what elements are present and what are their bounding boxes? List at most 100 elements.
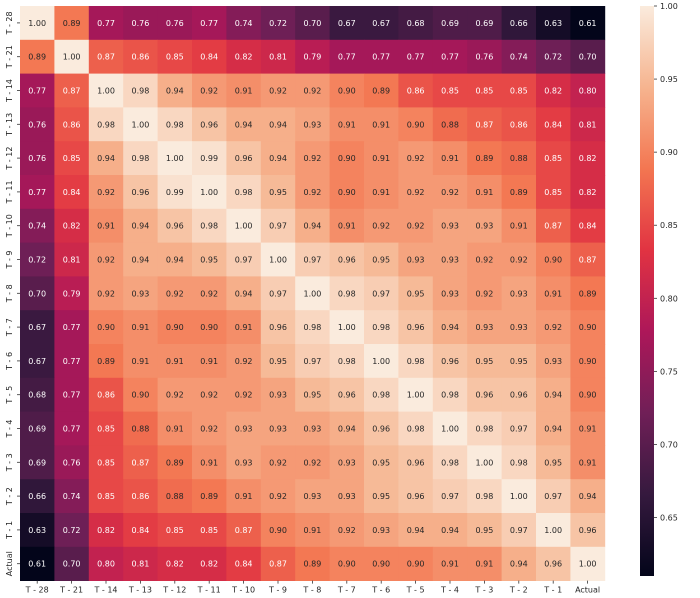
cell-value-label: 0.76 — [131, 19, 149, 28]
heatmap-cell — [157, 141, 193, 176]
cell-value-label: 0.88 — [131, 425, 149, 434]
heatmap-cell — [432, 39, 468, 74]
heatmap-cell — [432, 546, 468, 581]
cell-value-label: 0.82 — [235, 53, 253, 62]
heatmap-cell — [192, 310, 227, 345]
cell-value-label: 0.89 — [97, 357, 115, 366]
heatmap-cell — [329, 242, 365, 277]
cell-value-label: 0.85 — [63, 154, 81, 163]
heatmap-cell — [260, 107, 296, 142]
heatmap-cell — [501, 242, 537, 277]
heatmap-cell — [536, 208, 571, 243]
cell-value-label: 0.77 — [28, 188, 46, 197]
cell-value-label: 0.81 — [63, 256, 81, 265]
heatmap-cell — [467, 479, 502, 514]
heatmap-cell — [54, 107, 90, 142]
cell-value-label: 0.93 — [441, 289, 459, 298]
cell-value-label: 0.91 — [441, 154, 459, 163]
x-tick-label: T - 11 — [197, 586, 221, 594]
cell-value-label: 0.93 — [338, 458, 356, 467]
cell-value-label: 0.67 — [28, 357, 46, 366]
heatmap-cell — [467, 141, 502, 176]
cell-value-label: 0.98 — [407, 357, 425, 366]
heatmap-cell — [536, 175, 571, 210]
heatmap-cell — [88, 6, 124, 41]
cell-value-label: 1.00 — [63, 53, 81, 62]
cell-value-label: 0.74 — [63, 492, 81, 501]
cell-value-label: 0.89 — [200, 492, 218, 501]
heatmap-cell — [501, 513, 537, 548]
heatmap-cell — [364, 276, 399, 311]
heatmap-cell — [20, 6, 55, 41]
heatmap-cell — [467, 107, 502, 142]
heatmap-cell — [536, 513, 571, 548]
heatmap-cell — [329, 141, 365, 176]
cell-value-label: 0.96 — [131, 188, 149, 197]
cell-value-label: 0.98 — [200, 222, 218, 231]
heatmap-cell — [570, 276, 606, 311]
heatmap-cell — [329, 479, 365, 514]
heatmap-cell — [54, 242, 90, 277]
cell-value-label: 0.94 — [166, 256, 184, 265]
heatmap-cell — [123, 479, 158, 514]
cell-value-label: 1.00 — [372, 357, 390, 366]
cell-value-label: 0.90 — [97, 323, 115, 332]
heatmap-cell — [226, 445, 262, 480]
heatmap-cell — [88, 208, 124, 243]
x-tick-label: T - 7 — [337, 586, 356, 594]
heatmap-cell — [364, 411, 399, 446]
heatmap-cell — [570, 39, 606, 74]
cell-value-label: 0.98 — [475, 492, 493, 501]
cell-value-label: 0.92 — [200, 87, 218, 96]
cell-value-label: 0.96 — [441, 357, 459, 366]
heatmap-cell — [501, 107, 537, 142]
y-tick-label: T - 10 — [5, 214, 14, 238]
cell-value-label: 0.92 — [475, 289, 493, 298]
cell-value-label: 0.90 — [338, 560, 356, 569]
cell-value-label: 0.68 — [407, 19, 425, 28]
cell-value-label: 0.96 — [338, 256, 356, 265]
heatmap-cell — [123, 208, 158, 243]
cell-value-label: 0.92 — [407, 222, 425, 231]
cell-value-label: 0.91 — [235, 323, 253, 332]
cell-value-label: 0.90 — [338, 87, 356, 96]
heatmap-cell — [398, 546, 434, 581]
cell-value-label: 0.69 — [28, 458, 46, 467]
cell-value-label: 0.92 — [269, 87, 287, 96]
cell-value-label: 0.92 — [235, 391, 253, 400]
cell-value-label: 0.95 — [372, 256, 390, 265]
y-tick-label: T - 6 — [5, 352, 14, 371]
cell-value-label: 0.91 — [510, 222, 528, 231]
cell-value-label: 0.80 — [579, 87, 597, 96]
cell-value-label: 0.96 — [200, 120, 218, 129]
cell-value-label: 0.98 — [303, 323, 321, 332]
heatmap-cell — [20, 107, 55, 142]
cell-value-label: 0.85 — [544, 154, 562, 163]
cell-value-label: 0.81 — [269, 53, 287, 62]
heatmap-cell — [536, 141, 571, 176]
cell-value-label: 0.91 — [131, 357, 149, 366]
cell-value-label: 0.61 — [579, 19, 597, 28]
cell-value-label: 0.80 — [97, 560, 115, 569]
cell-value-label: 0.97 — [303, 256, 321, 265]
x-tick-label: T - 10 — [231, 586, 255, 594]
cell-value-label: 1.00 — [166, 154, 184, 163]
cell-value-label: 0.96 — [372, 425, 390, 434]
cell-value-label: 1.00 — [200, 188, 218, 197]
heatmap-cell — [364, 513, 399, 548]
heatmap-cell — [123, 73, 158, 108]
cell-value-label: 0.84 — [63, 188, 81, 197]
cell-value-label: 0.90 — [407, 120, 425, 129]
heatmap-cell — [398, 310, 434, 345]
heatmap-cell — [398, 73, 434, 108]
heatmap-cell — [570, 445, 606, 480]
cell-value-label: 0.97 — [544, 492, 562, 501]
heatmap-cell — [20, 73, 55, 108]
cell-value-label: 0.96 — [407, 492, 425, 501]
cell-value-label: 0.89 — [303, 560, 321, 569]
heatmap-cell — [123, 344, 158, 379]
cell-value-label: 0.98 — [338, 357, 356, 366]
heatmap-cell — [432, 276, 468, 311]
heatmap-cell — [398, 445, 434, 480]
